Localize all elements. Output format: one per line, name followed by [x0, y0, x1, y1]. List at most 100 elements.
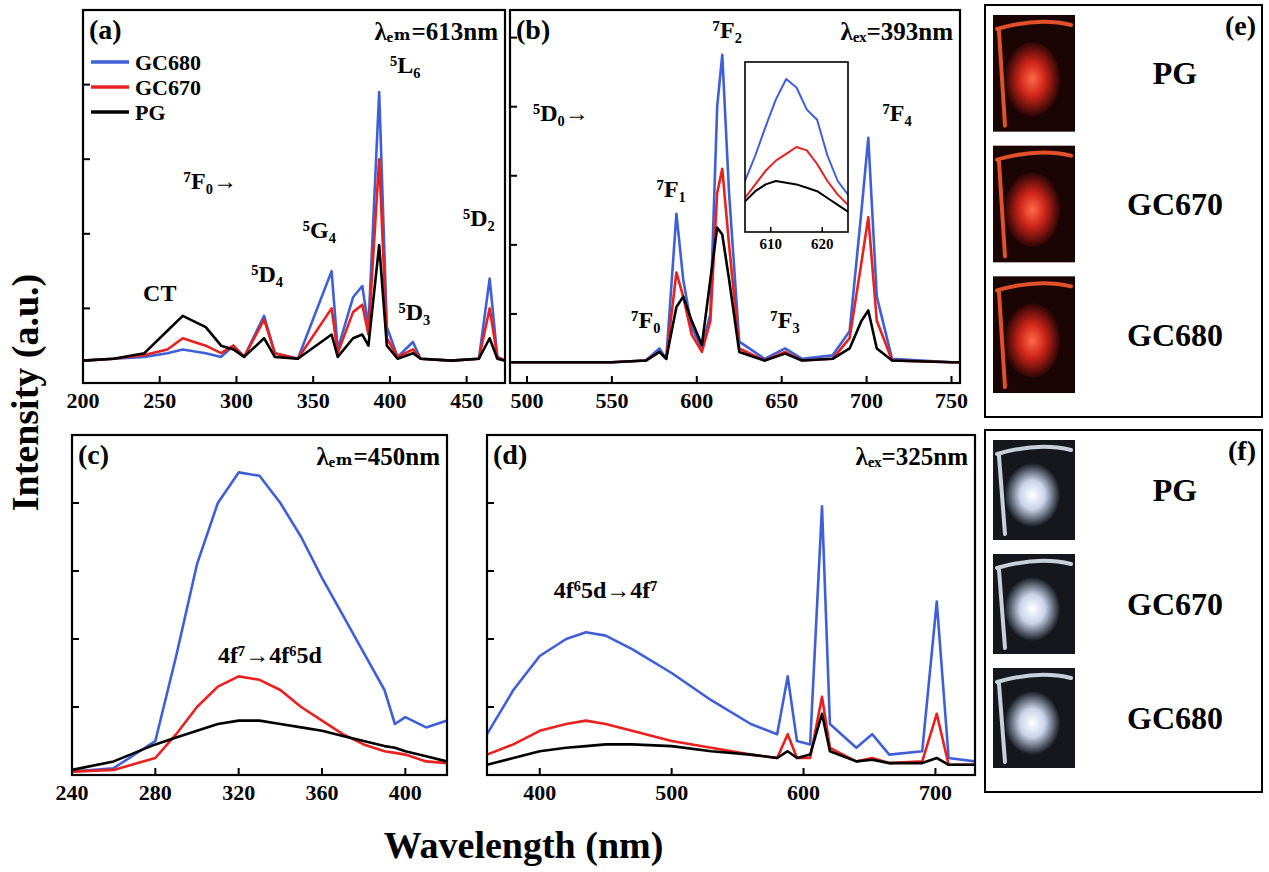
x-tick: [696, 376, 698, 383]
annotation: ⁵L₆: [390, 52, 420, 78]
panel-subtitle: λₑₓ=325nm: [856, 443, 969, 470]
annotation: ⁷F₄: [883, 100, 912, 126]
plot-lines: [510, 55, 960, 362]
photo-glass-edge: [997, 561, 1071, 648]
panel: 500550600650700750(b)λₑₓ=393nm⁵D₀→⁷F₀⁷F₁…: [510, 10, 968, 413]
x-tick: [466, 376, 468, 383]
x-tick-label: 500: [510, 388, 543, 413]
panel-letter: (b): [516, 14, 550, 45]
sample-label: GC670: [1127, 586, 1223, 622]
photo-glow: [1004, 691, 1060, 755]
x-tick-label: 200: [67, 388, 100, 413]
series-line: [83, 159, 505, 360]
x-tick-label: 700: [850, 388, 883, 413]
y-tick: [83, 307, 90, 309]
panel-subtitle: λₑₘ=450nm: [317, 443, 441, 470]
legend-swatch: [91, 85, 129, 89]
photo-glass-edge: [997, 675, 1071, 762]
y-tick: [510, 106, 517, 108]
x-tick-label: 300: [220, 388, 253, 413]
x-tick: [781, 376, 783, 383]
inset-tick-label: 620: [811, 236, 834, 252]
x-tick-label: 320: [222, 780, 255, 805]
annotation: ⁷F₃: [771, 307, 800, 333]
x-tick: [866, 376, 868, 383]
x-tick: [159, 376, 161, 383]
annotation: 4f⁶5d→4f⁷: [554, 577, 658, 603]
x-tick: [238, 768, 240, 775]
panel-letter: (f): [1228, 435, 1256, 466]
inset-x-tick: [822, 227, 824, 232]
photo-image: [993, 146, 1075, 263]
x-tick-label: 240: [56, 780, 89, 805]
panel: 200250300350400450(a)λₑₘ=613nmCT⁷F₀→⁵D₄⁵…: [67, 10, 506, 413]
photo-image: [993, 554, 1075, 654]
x-tick: [934, 768, 936, 775]
inset-x-tick: [770, 227, 772, 232]
y-tick: [487, 570, 494, 572]
y-tick: [83, 233, 90, 235]
y-tick: [83, 158, 90, 160]
y-tick: [487, 774, 494, 776]
series-line: [487, 714, 975, 765]
series-line: [83, 245, 505, 361]
photo-glass-edge: [997, 447, 1071, 534]
photo-frame: [985, 430, 1262, 792]
annotation: CT: [143, 280, 176, 306]
y-tick: [487, 706, 494, 708]
series-line: [487, 697, 975, 765]
x-tick: [611, 376, 613, 383]
series-line: [72, 676, 447, 771]
series-line: [510, 169, 960, 362]
plot-frame: [72, 435, 447, 775]
photo-glass-edge: [997, 283, 1071, 387]
x-tick-label: 750: [935, 388, 968, 413]
inset-frame: [745, 62, 848, 232]
x-tick: [321, 768, 323, 775]
annotation: ⁷F₁: [657, 176, 686, 202]
y-tick: [487, 502, 494, 504]
photo-image: [993, 276, 1075, 393]
y-tick: [510, 175, 517, 177]
annotation: ⁷F₀→: [184, 168, 237, 194]
y-tick: [83, 84, 90, 86]
photo-glow: [1004, 577, 1060, 641]
inset-tick-label: 610: [760, 236, 783, 252]
y-tick: [510, 244, 517, 246]
y-tick: [72, 570, 79, 572]
y-tick: [72, 774, 79, 776]
y-tick: [510, 382, 517, 384]
x-tick-label: 280: [139, 780, 172, 805]
x-tick: [82, 376, 84, 383]
annotation: ⁷F₀: [631, 307, 660, 333]
plot-frame: [510, 10, 960, 383]
series-line: [745, 181, 848, 212]
plot-lines: [72, 472, 447, 771]
x-tick: [154, 768, 156, 775]
sample-label: GC680: [1127, 317, 1223, 353]
sample-label: GC670: [1127, 186, 1223, 222]
photo-image: [993, 15, 1075, 132]
annotation: ⁵D₃: [399, 299, 431, 325]
annotation: ⁵D₄: [251, 261, 283, 287]
annotation: ⁷F₂: [713, 17, 742, 43]
plot-frame: [487, 435, 975, 775]
x-tick-label: 650: [765, 388, 798, 413]
x-axis-title: Wavelength (nm): [384, 824, 664, 867]
inset: 610 620: [745, 62, 848, 252]
figure: 200250300350400450(a)λₑₘ=613nmCT⁷F₀→⁵D₄⁵…: [0, 0, 1269, 872]
legend-label: GC680: [135, 50, 201, 75]
x-tick-label: 600: [787, 780, 820, 805]
annotation: ⁵G₄: [303, 217, 336, 243]
plot-lines: [745, 79, 848, 212]
annotation: ⁵D₂: [463, 205, 495, 231]
x-tick-label: 500: [655, 780, 688, 805]
panel: 400500600700(d)λₑₓ=325nm4f⁶5d→4f⁷: [487, 435, 975, 805]
x-tick: [235, 376, 237, 383]
panel: 240280320360400(c)λₑₘ=450nm4f⁷→4f⁶5d: [56, 435, 448, 805]
x-tick-label: 250: [143, 388, 176, 413]
sample-label: PG: [1153, 55, 1198, 91]
x-tick-label: 600: [680, 388, 713, 413]
series-line: [487, 506, 975, 761]
plot-lines: [487, 506, 975, 764]
